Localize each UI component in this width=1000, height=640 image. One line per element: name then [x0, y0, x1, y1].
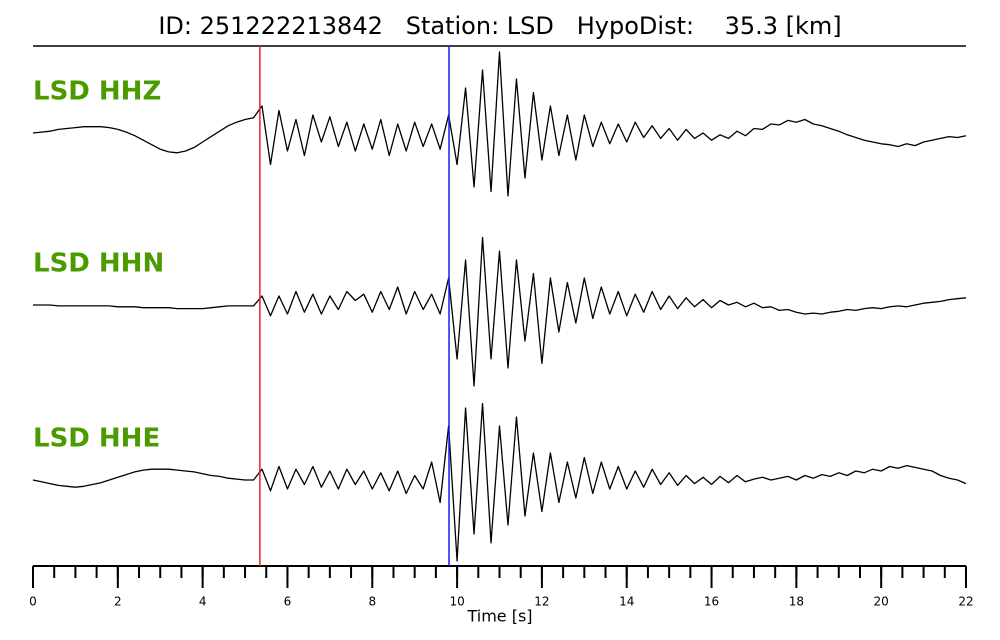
x-tick-label: 0 [29, 595, 37, 609]
trace-label: LSD HHN [33, 249, 164, 279]
x-tick-label: 12 [534, 595, 549, 609]
x-tick-label: 20 [874, 595, 889, 609]
x-tick-label: 16 [704, 595, 719, 609]
chart-title: ID: 251222213842 Station: LSD HypoDist: … [158, 12, 841, 40]
trace-label: LSD HHE [33, 424, 160, 454]
x-tick-label: 10 [449, 595, 464, 609]
x-tick-label: 22 [958, 595, 973, 609]
x-tick-label: 6 [284, 595, 292, 609]
x-tick-label: 2 [114, 595, 122, 609]
waveform [32, 51, 967, 197]
x-tick-label: 18 [789, 595, 804, 609]
x-tick-label: 14 [619, 595, 634, 609]
waveform [33, 236, 967, 387]
x-tick-label: 4 [199, 595, 207, 609]
waveform [32, 402, 967, 562]
x-tick-label: 8 [368, 595, 376, 609]
x-axis-label: Time [s] [466, 607, 532, 626]
trace-label: LSD HHZ [33, 77, 161, 107]
